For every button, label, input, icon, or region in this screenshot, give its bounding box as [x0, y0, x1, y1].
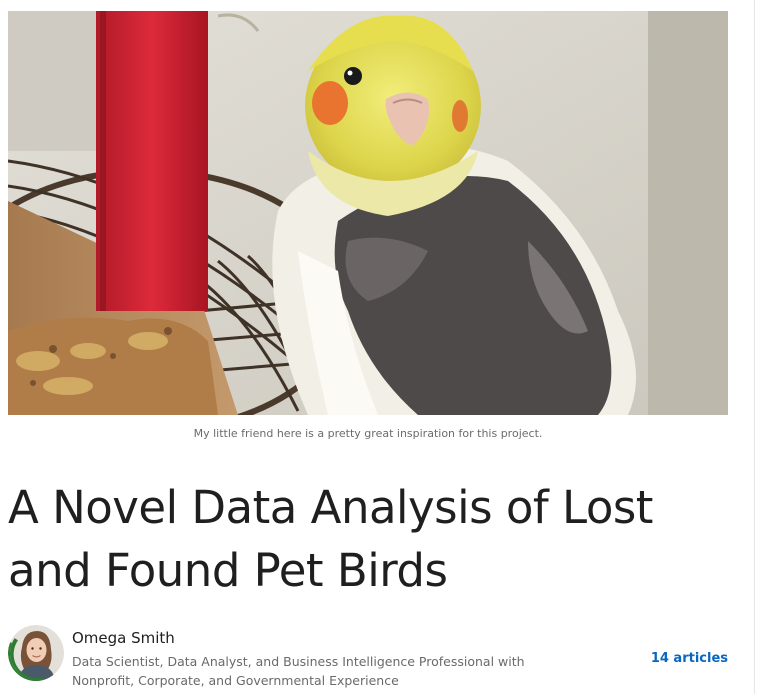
author-name[interactable]: Omega Smith: [72, 629, 175, 647]
articles-count-link[interactable]: 14 articles: [650, 651, 728, 666]
image-caption: My little friend here is a pretty great …: [193, 427, 543, 440]
author-headline: Data Scientist, Data Analyst, and Busine…: [72, 654, 525, 688]
page-divider: [754, 0, 755, 694]
article-cover-image: [8, 11, 728, 415]
article-title: A Novel Data Analysis of Lost and Found …: [8, 481, 653, 597]
author-avatar[interactable]: [8, 625, 64, 681]
author-card: Omega Smith Data Scientist, Data Analyst…: [8, 625, 728, 691]
